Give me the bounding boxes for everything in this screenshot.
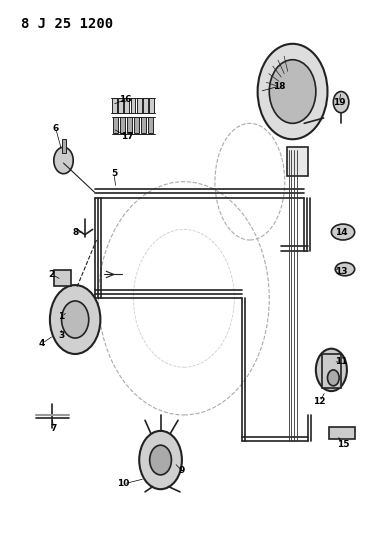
Circle shape [333,92,349,113]
Text: 19: 19 [333,98,346,107]
Bar [322,354,341,389]
Bar [143,98,148,113]
Text: 15: 15 [337,440,349,449]
Bar [113,117,118,133]
Bar [118,98,123,113]
Bar [131,98,135,113]
Circle shape [316,349,347,391]
Bar [112,98,117,113]
Circle shape [258,44,328,139]
Text: 6: 6 [53,124,59,133]
Circle shape [139,431,182,489]
Bar [148,117,153,133]
Text: 1: 1 [58,312,65,321]
Circle shape [50,285,100,354]
Text: 17: 17 [121,132,134,141]
Text: 2: 2 [49,270,55,279]
Circle shape [54,147,73,174]
Ellipse shape [335,263,355,276]
Text: 5: 5 [111,169,117,178]
Text: 16: 16 [119,95,132,104]
Bar [54,270,71,286]
Text: 13: 13 [335,268,347,276]
Circle shape [269,60,316,123]
Bar [330,427,355,439]
Circle shape [61,301,89,338]
Circle shape [150,445,171,475]
Circle shape [328,370,339,386]
Bar [149,98,154,113]
Text: 11: 11 [335,358,347,367]
Bar [287,147,308,176]
Bar [120,117,125,133]
Text: 8 J 25 1200: 8 J 25 1200 [21,17,113,31]
Text: 8: 8 [72,228,78,237]
Bar [61,139,66,152]
Bar [141,117,146,133]
Text: 10: 10 [117,479,130,488]
Bar [127,117,132,133]
Text: 9: 9 [179,466,185,475]
Text: 14: 14 [335,228,347,237]
Bar [124,98,129,113]
Text: 18: 18 [273,82,285,91]
Bar [137,98,142,113]
Text: 3: 3 [58,331,65,340]
Ellipse shape [332,224,355,240]
Text: 12: 12 [314,397,326,406]
Text: 7: 7 [50,424,57,433]
Text: 4: 4 [39,339,45,348]
Bar [134,117,139,133]
